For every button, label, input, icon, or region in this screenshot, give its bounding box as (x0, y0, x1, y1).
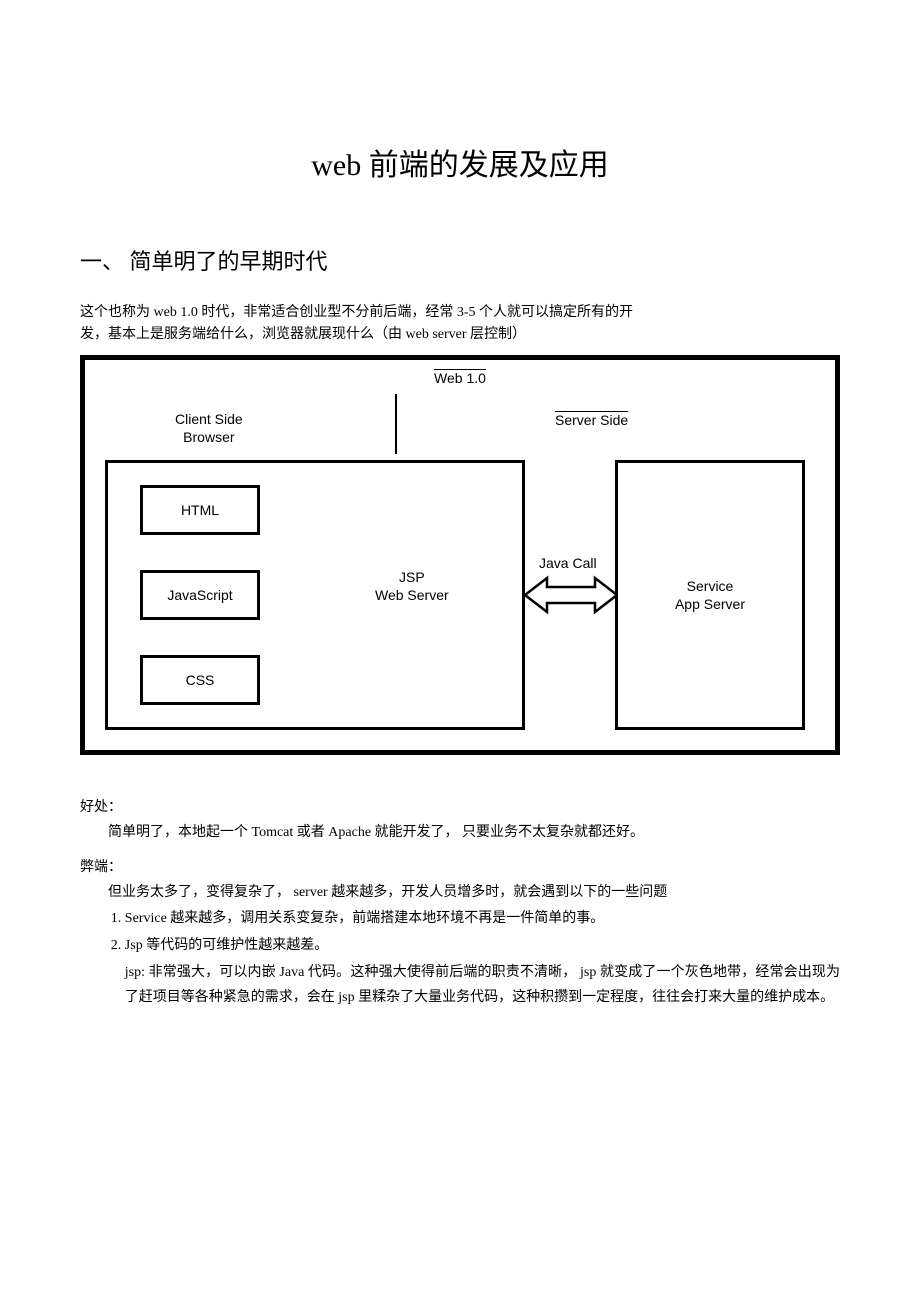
cons-item-2: Jsp 等代码的可维护性越来越差。 (125, 933, 840, 958)
diagram-divider-line (395, 394, 397, 454)
client-side-label-2: Browser (183, 429, 234, 445)
cons-jsp-detail: jsp: 非常强大，可以内嵌 Java 代码。这种强大使得前后端的职责不清晰， … (80, 960, 840, 1010)
intro-line-2: 发，基本上是服务端给什么，浏览器就展现什么（由 web server 层控制） (80, 327, 526, 342)
pros-cons-section: 好处： 简单明了，本地起一个 Tomcat 或者 Apache 就能开发了， 只… (80, 795, 840, 1011)
css-box: CSS (140, 655, 260, 705)
intro-paragraph: 这个也称为 web 1.0 时代，非常适合创业型不分前后端，经常 3-5 个人就… (80, 302, 840, 347)
jsp-web-server-label: JSP Web Server (375, 568, 449, 604)
service-label-1: Service (687, 577, 734, 595)
section-heading: 一、 简单明了的早期时代 (80, 244, 840, 276)
client-side-label: Client Side Browser (175, 410, 243, 446)
jsp-label-2: Web Server (375, 587, 449, 603)
cons-item-1-text: Service 越来越多，调用关系变复杂，前端搭建本地环境不再是一件简单的事。 (125, 911, 604, 926)
cons-intro: 但业务太多了，变得复杂了， server 越来越多，开发人员增多时，就会遇到以下… (80, 880, 840, 905)
service-app-server-box: Service App Server (615, 460, 805, 730)
document-page: web 前端的发展及应用 一、 简单明了的早期时代 这个也称为 web 1.0 … (0, 0, 920, 1303)
pros-text: 简单明了，本地起一个 Tomcat 或者 Apache 就能开发了， 只要业务不… (80, 820, 840, 845)
web-1-0-diagram: Web 1.0 Client Side Browser Server Side … (80, 355, 840, 755)
intro-line-1: 这个也称为 web 1.0 时代，非常适合创业型不分前后端，经常 3-5 个人就… (80, 305, 633, 320)
cons-list: Service 越来越多，调用关系变复杂，前端搭建本地环境不再是一件简单的事。 … (80, 906, 840, 958)
server-side-label: Server Side (555, 412, 628, 428)
double-arrow-icon (525, 570, 617, 620)
cons-item-2-text: Jsp 等代码的可维护性越来越差。 (125, 938, 328, 953)
pros-label: 好处： (80, 795, 840, 820)
cons-label: 弊端： (80, 855, 840, 880)
jsp-label-1: JSP (399, 569, 425, 585)
javascript-box: JavaScript (140, 570, 260, 620)
client-side-label-1: Client Side (175, 411, 243, 427)
document-title: web 前端的发展及应用 (80, 140, 840, 184)
service-label-2: App Server (675, 595, 745, 613)
html-box: HTML (140, 485, 260, 535)
diagram-title: Web 1.0 (434, 370, 486, 386)
cons-item-1: Service 越来越多，调用关系变复杂，前端搭建本地环境不再是一件简单的事。 (125, 906, 840, 931)
java-call-label: Java Call (539, 555, 597, 571)
